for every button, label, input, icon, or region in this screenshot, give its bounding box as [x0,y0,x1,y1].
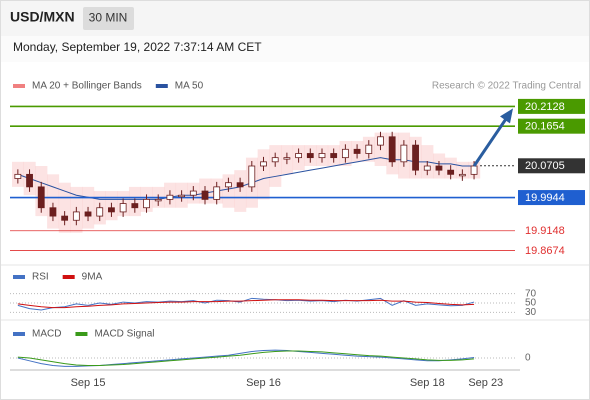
y-tick-label: 70 [525,288,537,299]
symbol: USD/MXN [10,9,75,25]
bollinger-band [257,149,270,200]
level-label: 19.8674 [525,245,565,257]
level-label-box [518,98,585,114]
candle [412,144,419,171]
interval[interactable]: 30 MIN [89,11,128,25]
candle [201,190,209,200]
level-label: 20.1654 [525,121,565,133]
candle [119,203,127,213]
forecast-arrow-head [500,108,513,124]
candle [108,207,115,213]
legend-swatch [75,332,88,336]
candle [26,173,33,188]
candle [37,186,45,209]
candle [365,144,373,154]
candle [283,157,291,160]
candle [271,157,279,163]
candle [225,182,232,188]
candle [400,144,408,163]
candle [353,148,361,154]
y-tick-label: 0 [525,353,531,364]
line [17,299,475,309]
legend-label: MA 50 [175,81,204,92]
candle [260,161,267,167]
candle [72,211,80,221]
candle [49,207,57,217]
timestamp: Monday, September 19, 2022 7:37:14 AM CE… [13,40,262,54]
x-tick-label: Sep 16 [246,377,281,389]
candle [84,211,92,217]
candle [341,148,349,159]
legend-label: MACD [32,329,61,340]
interval-button[interactable] [83,7,134,30]
candle [377,136,384,146]
line [17,297,475,311]
credit: Research © 2022 Trading Central [432,81,581,92]
x-tick-label: Sep 15 [71,377,106,389]
candle [154,198,162,202]
candle [388,136,396,163]
x-tick-label: Sep 23 [468,377,503,389]
y-tick-label: 50 [525,298,537,309]
candle [236,182,244,188]
line [17,350,475,366]
candle [458,173,466,177]
candle [143,198,150,209]
legend-swatch [13,84,25,88]
legend-label: 9MA [82,272,103,283]
candle [447,169,455,175]
bollinger-band [47,174,60,229]
candle [96,207,104,217]
candle [423,165,431,171]
level-label: 19.9148 [525,225,565,237]
candle [470,165,478,175]
level-label: 20.0705 [525,160,565,172]
level-label-box [518,118,585,134]
candle [61,215,69,221]
level-label-box [518,190,585,206]
legend-swatch [13,332,25,336]
legend-label: MACD Signal [94,329,154,340]
level-label: 19.9944 [525,192,565,204]
legend-swatch [13,275,25,279]
legend-label: RSI [32,272,49,283]
candle [131,203,139,209]
candle [178,194,186,198]
candle [306,153,314,159]
candle [189,190,197,196]
bollinger-band [58,182,71,233]
timestamp-bar [0,36,590,62]
candle [435,165,443,171]
legend-swatch [62,275,75,279]
candle [166,194,174,200]
level-label-box [518,158,585,174]
x-tick-label: Sep 18 [410,377,445,389]
forecast-arrow [472,116,509,167]
legend-label: MA 20 + Bollinger Bands [32,81,142,92]
candle [14,173,22,179]
candle [330,153,338,159]
candle [248,165,256,188]
y-tick-label: 30 [525,307,537,318]
candle [295,153,302,159]
candle [318,153,326,159]
level-label: 20.2128 [525,101,565,113]
legend-swatch [155,84,168,88]
candle [213,186,221,200]
